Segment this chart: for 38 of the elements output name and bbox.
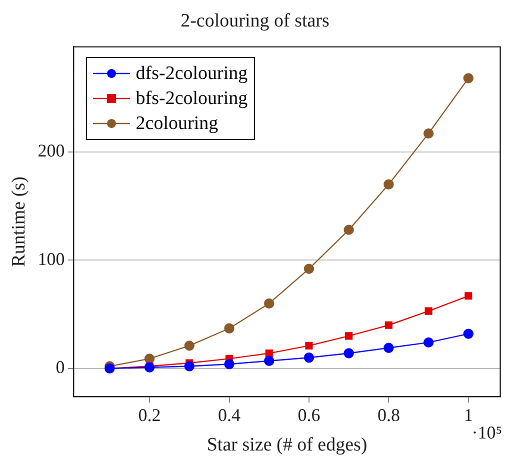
x-tick-label: 0.6 xyxy=(298,405,320,426)
x-tick-label: 0.2 xyxy=(138,405,161,426)
point xyxy=(423,128,434,139)
point xyxy=(384,342,394,353)
y-tick-label: 200 xyxy=(38,140,65,161)
point xyxy=(345,332,353,340)
point xyxy=(344,348,354,358)
y-tick-label: 0 xyxy=(56,357,65,378)
point xyxy=(344,224,354,235)
point xyxy=(423,337,434,348)
y-tick-label: 100 xyxy=(38,248,65,269)
point xyxy=(184,340,194,351)
point xyxy=(264,298,274,309)
legend-label: 2colouring xyxy=(136,112,218,136)
x-tick-label: 1 xyxy=(464,405,473,426)
x-tick-label: 0.8 xyxy=(377,405,400,426)
point xyxy=(144,354,155,364)
point xyxy=(384,321,392,329)
point xyxy=(224,359,234,370)
x-tick-label: 0.4 xyxy=(218,405,241,426)
x-axis-title: Star size (# of edges) xyxy=(206,434,368,456)
point xyxy=(304,352,314,363)
y-axis-title: Runtime (s) xyxy=(8,176,30,267)
legend-label: dfs-2colouring xyxy=(136,62,248,86)
point xyxy=(384,179,394,190)
point xyxy=(184,361,194,372)
point xyxy=(304,264,314,274)
chart-title: 2-colouring of stars xyxy=(180,10,330,32)
point xyxy=(464,292,472,300)
point xyxy=(305,342,313,350)
legend-label: bfs-2colouring xyxy=(136,86,248,111)
point xyxy=(264,356,274,366)
point xyxy=(463,328,474,339)
text: ·10⁵ xyxy=(472,422,502,442)
point xyxy=(265,350,273,358)
point xyxy=(224,323,234,334)
point xyxy=(424,307,432,315)
point xyxy=(463,73,474,84)
